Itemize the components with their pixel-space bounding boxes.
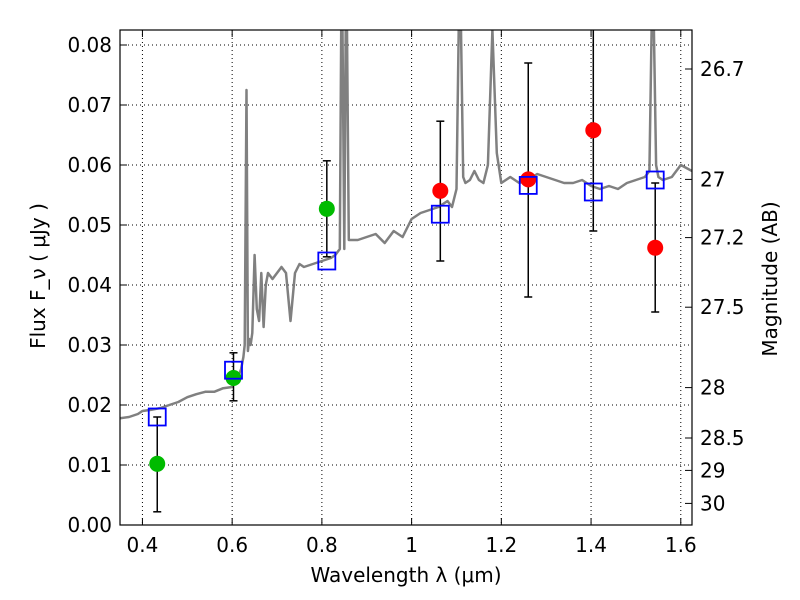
y-tick-label: 0.08 [67,33,112,57]
model-box [147,407,167,427]
error-bars [153,30,660,513]
y-tick-label: 0.06 [67,153,112,177]
right-tick-label: 29 [700,458,725,482]
x-axis-label: Wavelength λ (μm) [310,563,501,587]
axis-ticks: 0.4 0.6 0.8 1 1.2 1.4 1.6 0.00 0.01 0.02 0.03 0.04 0… [67,30,745,557]
x-tick-label: 1.4 [575,533,607,557]
right-tick-label: 27.5 [700,295,745,319]
grid [120,30,692,525]
red-data-point [432,182,449,199]
x-tick-label: 0.6 [216,533,248,557]
model-boxes [147,170,665,427]
y-tick-label: 0.01 [67,453,112,477]
y-tick-label: 0.05 [67,213,112,237]
model-box [317,251,337,271]
model-box [645,170,665,190]
x-tick-label: 0.8 [306,533,338,557]
x-tick-label: 0.4 [127,533,159,557]
right-axis-label: Magnitude (AB) [758,201,782,356]
model-box [430,204,450,224]
model-box [518,175,538,195]
right-tick-label: 26.7 [700,57,745,81]
red-data-point [585,122,602,139]
y-tick-label: 0.04 [67,273,112,297]
spectrum-line [120,30,692,420]
plot-frame [119,29,693,526]
x-tick-label: 1 [405,533,418,557]
y-tick-label: 0.02 [67,393,112,417]
right-tick-label: 28 [700,376,725,400]
x-tick-label: 1.2 [485,533,517,557]
model-box [583,182,603,202]
right-tick-label: 27 [700,167,725,191]
y-tick-label: 0.07 [67,93,112,117]
model-box [224,360,243,380]
green-data-point [318,200,335,217]
right-tick-label: 28.5 [700,426,745,450]
right-tick-label: 27.2 [700,226,745,250]
green-data-point [149,455,166,472]
y-tick-label: 0.00 [67,513,112,537]
right-tick-label: 30 [700,491,725,515]
data-points [149,122,664,472]
y-axis-label: Flux F_ν ( μJy ) [26,203,50,349]
spectrum-series [120,30,692,420]
red-data-point [520,171,537,188]
x-tick-label: 1.6 [665,533,697,557]
y-tick-label: 0.03 [67,333,112,357]
plot-border [119,29,693,526]
red-data-point [647,239,664,256]
